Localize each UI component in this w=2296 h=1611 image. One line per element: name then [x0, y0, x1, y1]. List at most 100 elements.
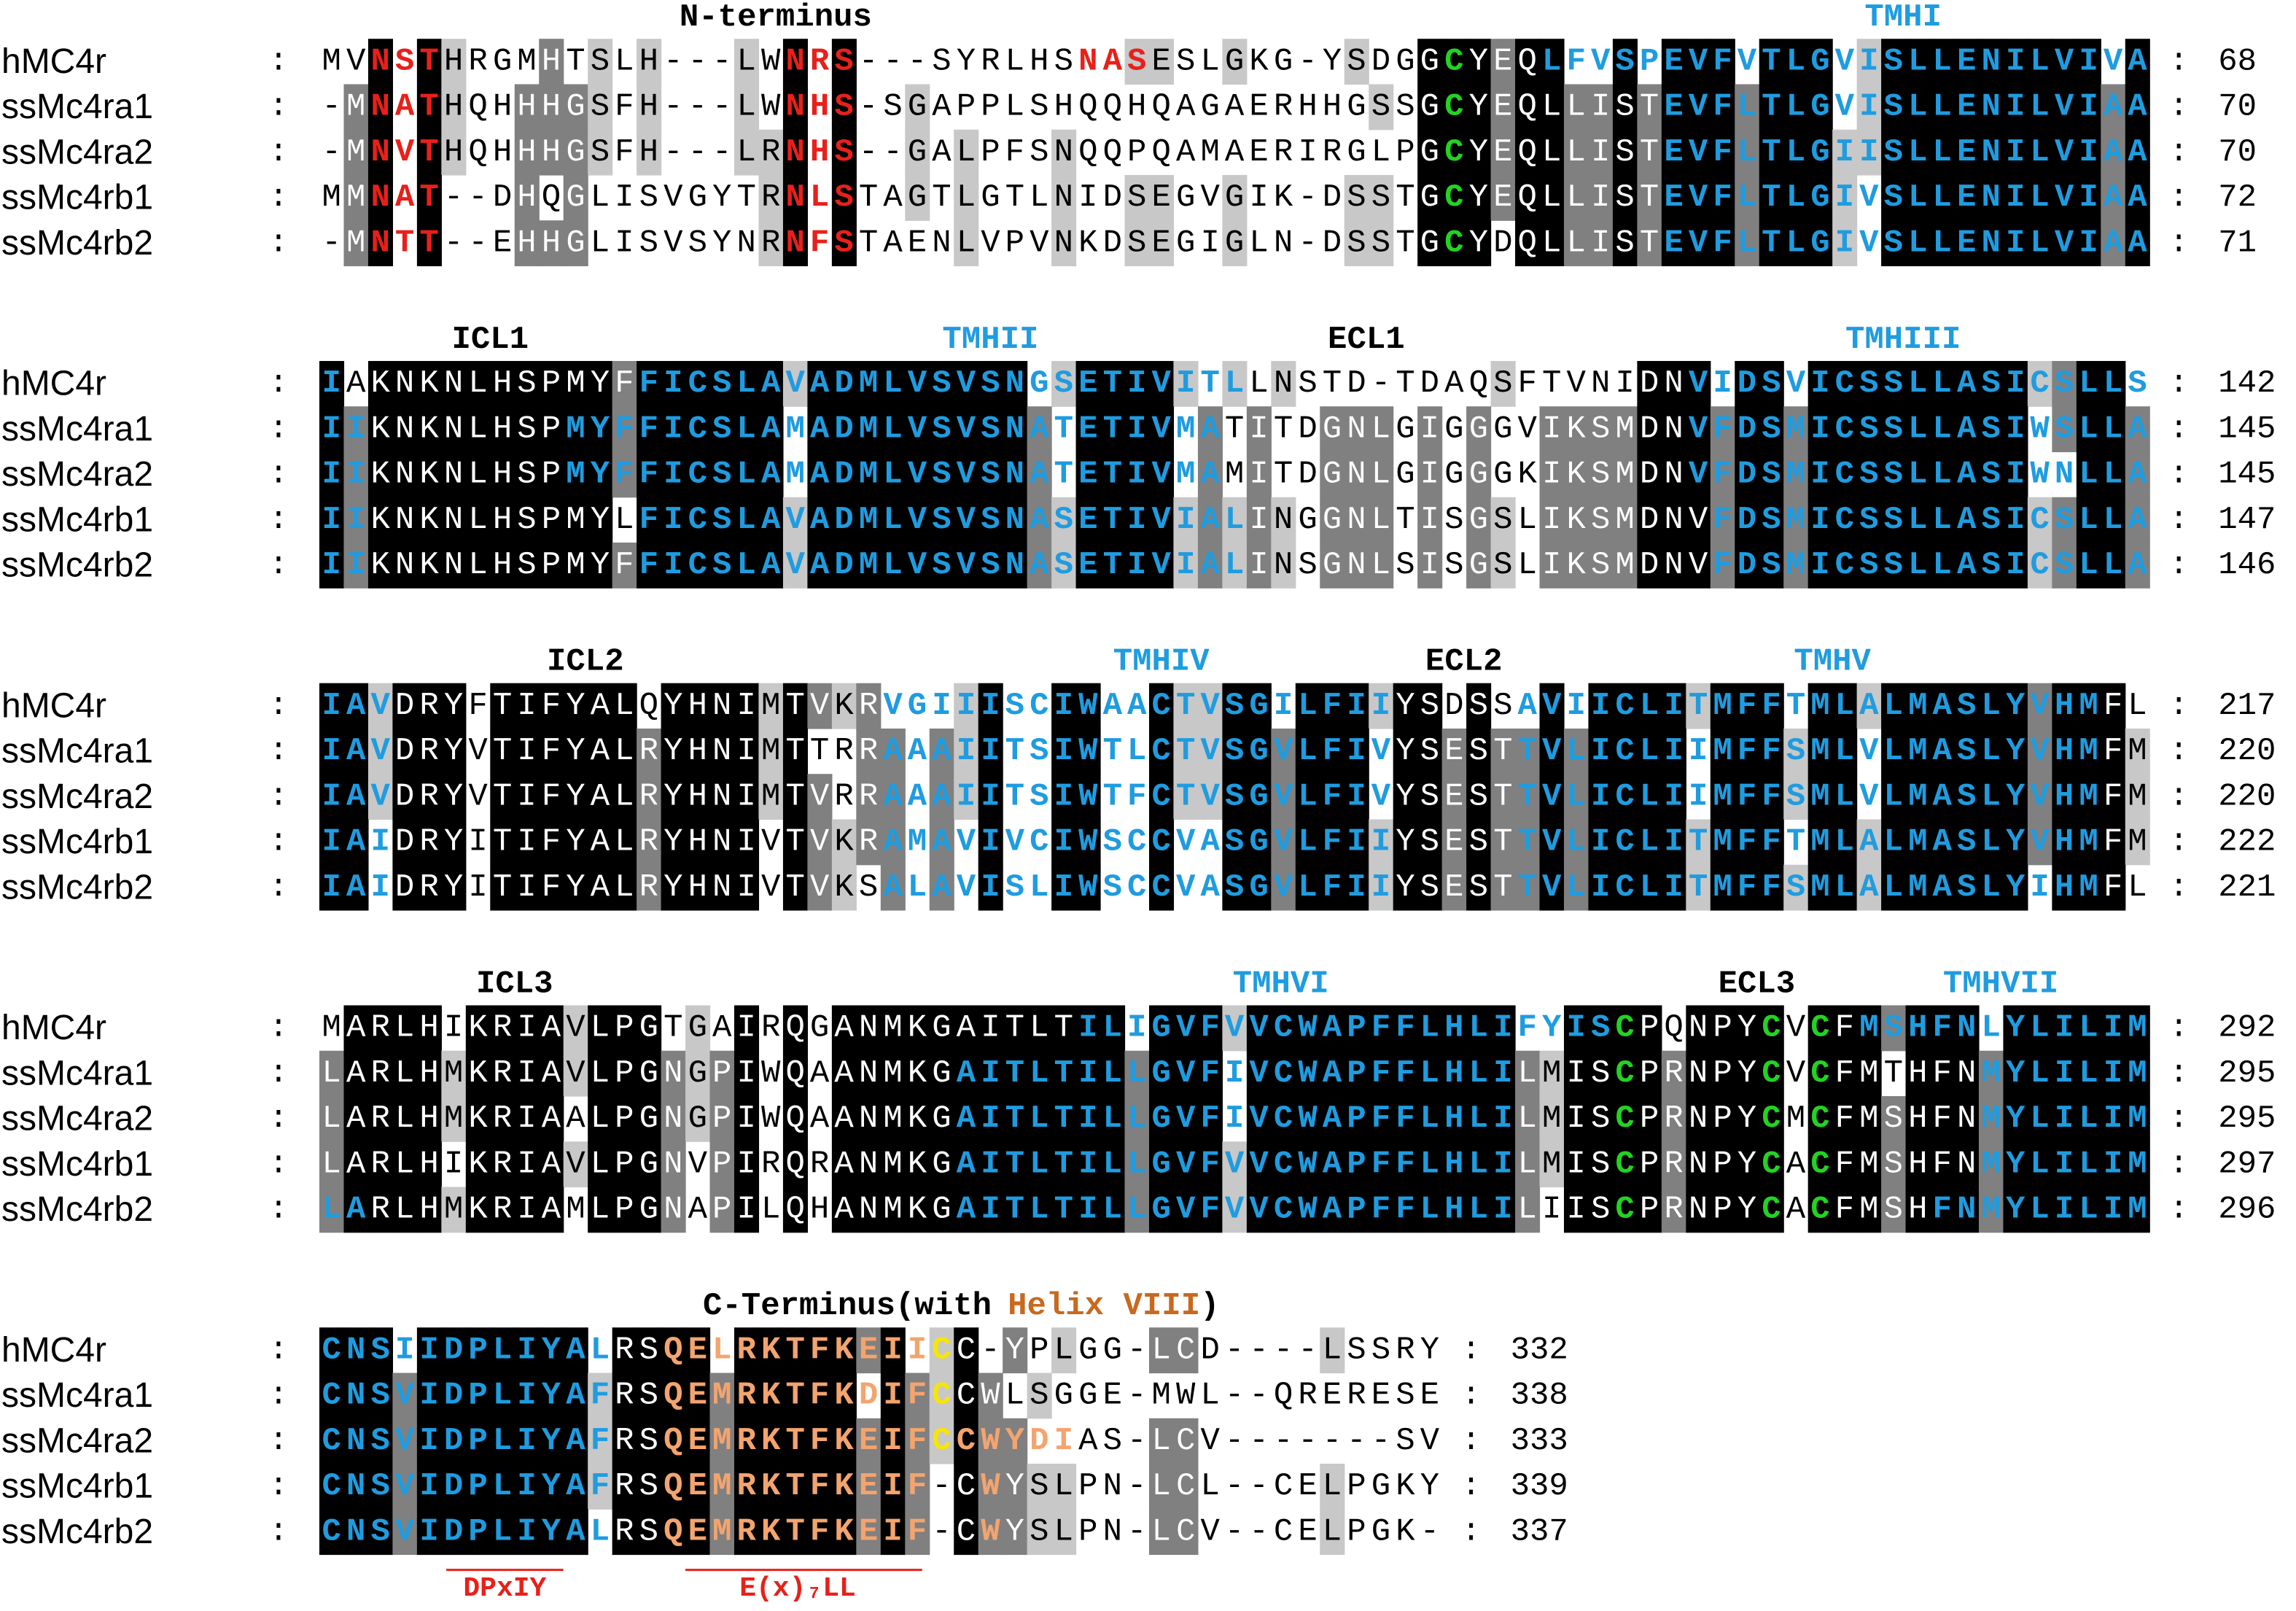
residues: C [1762, 1146, 1781, 1182]
residue-shade [1856, 39, 1882, 85]
residue-count: 145 [2218, 411, 2276, 447]
residue-count: 217 [2218, 688, 2276, 724]
residue-shade [1807, 39, 1833, 85]
residue-shade [588, 39, 613, 85]
sequence-name: ssMc4ra2 [1, 1100, 153, 1138]
residue-shade [637, 39, 662, 85]
separator: : [2169, 1146, 2188, 1182]
sequence-name: ssMc4ra2 [1, 455, 153, 494]
separator: : [269, 869, 288, 906]
residues-on-dark: PRNPY [1640, 1146, 1756, 1182]
residues: C [1762, 1100, 1781, 1137]
sequence-name: ssMc4rb2 [1, 1513, 153, 1551]
residues: MSHFNLYLILIM [1859, 1010, 2147, 1047]
residues: ALAVISLIWSCCVASGVLFII [883, 869, 1390, 906]
residues: --DHQGLISVGYTR [444, 179, 781, 216]
residues: C [1810, 1100, 1829, 1137]
residues: C [1444, 179, 1463, 216]
residues: QEMRKTFKEIF [663, 1513, 927, 1550]
separator: : [2169, 778, 2188, 815]
header-part: C-Terminus(with [703, 1288, 992, 1324]
residues: FNMYLILIM [1933, 1192, 2147, 1228]
separator: : [269, 1513, 288, 1550]
residue-shade [2052, 39, 2077, 85]
region-header: ICL3 [476, 966, 553, 1002]
residues: IAV [322, 733, 391, 769]
separator: : [269, 134, 288, 171]
residue-count: 292 [2218, 1010, 2276, 1047]
residue-count: 295 [2218, 1055, 2276, 1092]
residue-shade [1710, 39, 1735, 85]
residue-shade [343, 84, 369, 131]
residue-shade [2027, 39, 2052, 85]
residue-shade [1783, 39, 1809, 85]
residues: C [1762, 1192, 1781, 1228]
header-part: Helix VIII [1008, 1288, 1200, 1324]
separator: : [269, 547, 288, 583]
separator: : [269, 733, 288, 769]
motif-label: DPxIY [463, 1573, 546, 1604]
residue-count: 221 [2218, 869, 2276, 906]
residue-shade [1515, 84, 1541, 131]
residues: A [1786, 1146, 1806, 1182]
residues: MYLILIM [1981, 1055, 2147, 1092]
residue-shade [1905, 39, 1931, 85]
residue-count: 147 [2218, 502, 2276, 538]
separator: : [2169, 365, 2188, 402]
sequence-name: ssMc4rb1 [1, 1467, 153, 1506]
separator: : [269, 179, 288, 216]
residues-on-dark: KNKNLHSPMYF [370, 547, 634, 583]
residue-shade [1661, 84, 1686, 131]
residues: AMAVIVCIWSCCVASGVLFII [883, 824, 1390, 861]
residues: C [932, 1332, 951, 1368]
residue-shade [588, 84, 613, 131]
residues: LFVSPEVFVTLGVISLLENILVIVA [1542, 43, 2147, 79]
residues: MYFFICSLAMADMLVSVSNATETIVMA [566, 457, 1220, 493]
residue-shade [1612, 84, 1638, 131]
residue-shade [441, 39, 467, 85]
residues: C [1444, 134, 1463, 171]
residues: C [1615, 1100, 1634, 1137]
residue-count: 220 [2218, 778, 2276, 815]
header-part: ) [1200, 1288, 1219, 1324]
residues-on-dark: PRNPY [1640, 1192, 1756, 1228]
separator: : [269, 43, 288, 79]
residue-shade [1124, 39, 1150, 85]
separator: : [2169, 225, 2188, 261]
residues: C [1762, 1010, 1781, 1047]
residue-count: 142 [2218, 365, 2276, 402]
residue-count: 70 [2218, 134, 2257, 171]
residue-shade [1515, 39, 1541, 85]
residues-on-dark: YSEST [1396, 778, 1512, 815]
residues: --EHHGLISVSYNR [444, 225, 781, 261]
separator: : [1461, 1468, 1480, 1505]
residues: V [1786, 1010, 1806, 1047]
residue-shade [637, 84, 662, 131]
residue-shade [733, 84, 760, 131]
residue-shade [1686, 84, 1711, 131]
separator: : [269, 225, 288, 261]
residue-shade [1466, 84, 1492, 131]
separator: : [2169, 502, 2188, 538]
residues: C [1762, 1055, 1781, 1092]
motif-label: E(x)₇LL [739, 1573, 856, 1604]
residues: NAT [370, 179, 438, 216]
residue-shade [539, 84, 564, 131]
residue-shade [367, 84, 394, 131]
residue-shade [831, 84, 857, 131]
residue-shade [1417, 39, 1443, 85]
residues: C [932, 1378, 951, 1414]
separator: : [269, 457, 288, 493]
residues: QEMRKTFKDIF [663, 1378, 927, 1414]
residues: NFS [785, 225, 853, 261]
residues-on-dark: KNKNLHSPMYL [370, 502, 634, 538]
residues: AAAIITSIWTFCTVSGVLFIV [883, 778, 1390, 815]
sequence-name: ssMc4rb1 [1, 1145, 153, 1184]
residues: NAS [1078, 43, 1146, 79]
residue-count: 72 [2218, 179, 2257, 216]
residue-count: 70 [2218, 89, 2257, 125]
separator: : [2169, 179, 2188, 216]
residues: ---SYRLHS [859, 43, 1073, 79]
separator: : [2169, 1192, 2188, 1228]
